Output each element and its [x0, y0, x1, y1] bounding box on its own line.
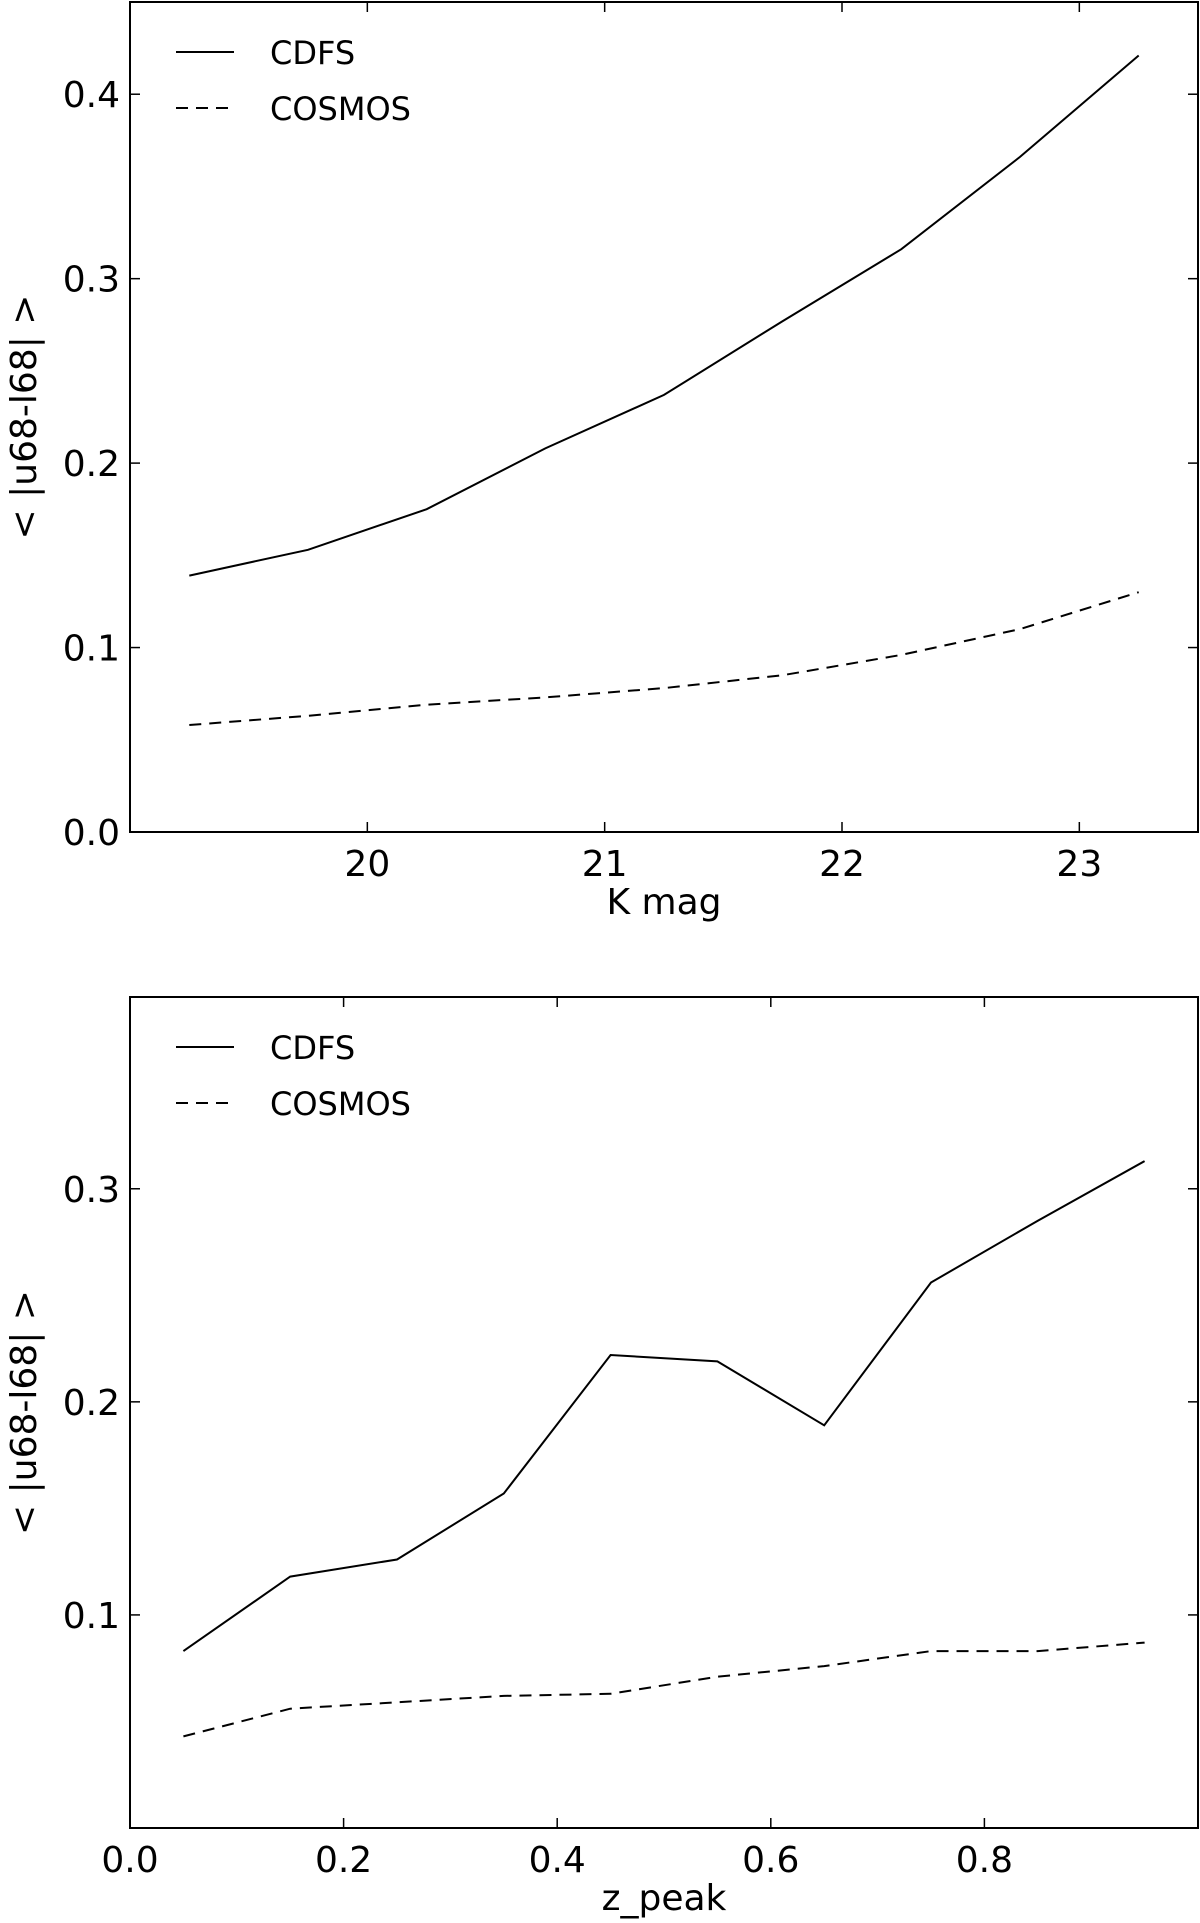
x-tick-label: 0.6 — [742, 1840, 799, 1881]
x-tick-label: 20 — [344, 844, 390, 885]
legend-label-cosmos: COSMOS — [270, 90, 411, 128]
y-tick-label: 0.2 — [63, 444, 120, 485]
y-tick-label: 0.1 — [63, 629, 120, 670]
x-axis-label: K mag — [606, 882, 721, 923]
x-tick-label: 0.0 — [101, 1840, 158, 1881]
y-tick-label: 0.3 — [63, 260, 120, 301]
x-tick-label: 22 — [819, 844, 865, 885]
x-axis-label: z_peak — [602, 1878, 727, 1919]
y-tick-label: 0.4 — [63, 75, 120, 116]
legend-label-cosmos: COSMOS — [270, 1085, 411, 1123]
x-tick-label: 0.2 — [315, 1840, 372, 1881]
legend-label-cdfs: CDFS — [270, 1029, 355, 1067]
bottom-panel-zpeak: 0.0 0.2 0.4 0.6 0.8 0.1 0.2 0.3 z_peak < |u68-l68… — [4, 996, 1199, 1919]
y-tick-label: 0.2 — [63, 1383, 120, 1424]
series-line-cdfs — [189, 54, 1140, 577]
series-line-cosmos — [189, 591, 1139, 726]
plot-frame — [129, 996, 1199, 1829]
top-panel-kmag: 20 21 22 23 0.0 0.1 0.2 0.3 0.4 K mag < |u68-l68| … — [4, 1, 1199, 923]
plot-frame — [129, 1, 1199, 833]
y-axis-label: < |u68-l68| > — [4, 295, 45, 540]
y-tick-label: 0.1 — [63, 1596, 120, 1637]
series-line-cosmos — [183, 1641, 1145, 1738]
x-tick-label: 0.8 — [956, 1840, 1013, 1881]
x-tick-label: 21 — [582, 844, 628, 885]
y-tick-label: 0.3 — [63, 1170, 120, 1211]
y-tick-label: 0.0 — [63, 813, 120, 854]
legend-label-cdfs: CDFS — [270, 34, 355, 72]
x-tick-label: 0.4 — [529, 1840, 586, 1881]
y-axis-label: < |u68-l68| > — [4, 1290, 45, 1535]
x-tick-label: 23 — [1056, 844, 1102, 885]
series-line-cdfs — [182, 1160, 1146, 1652]
